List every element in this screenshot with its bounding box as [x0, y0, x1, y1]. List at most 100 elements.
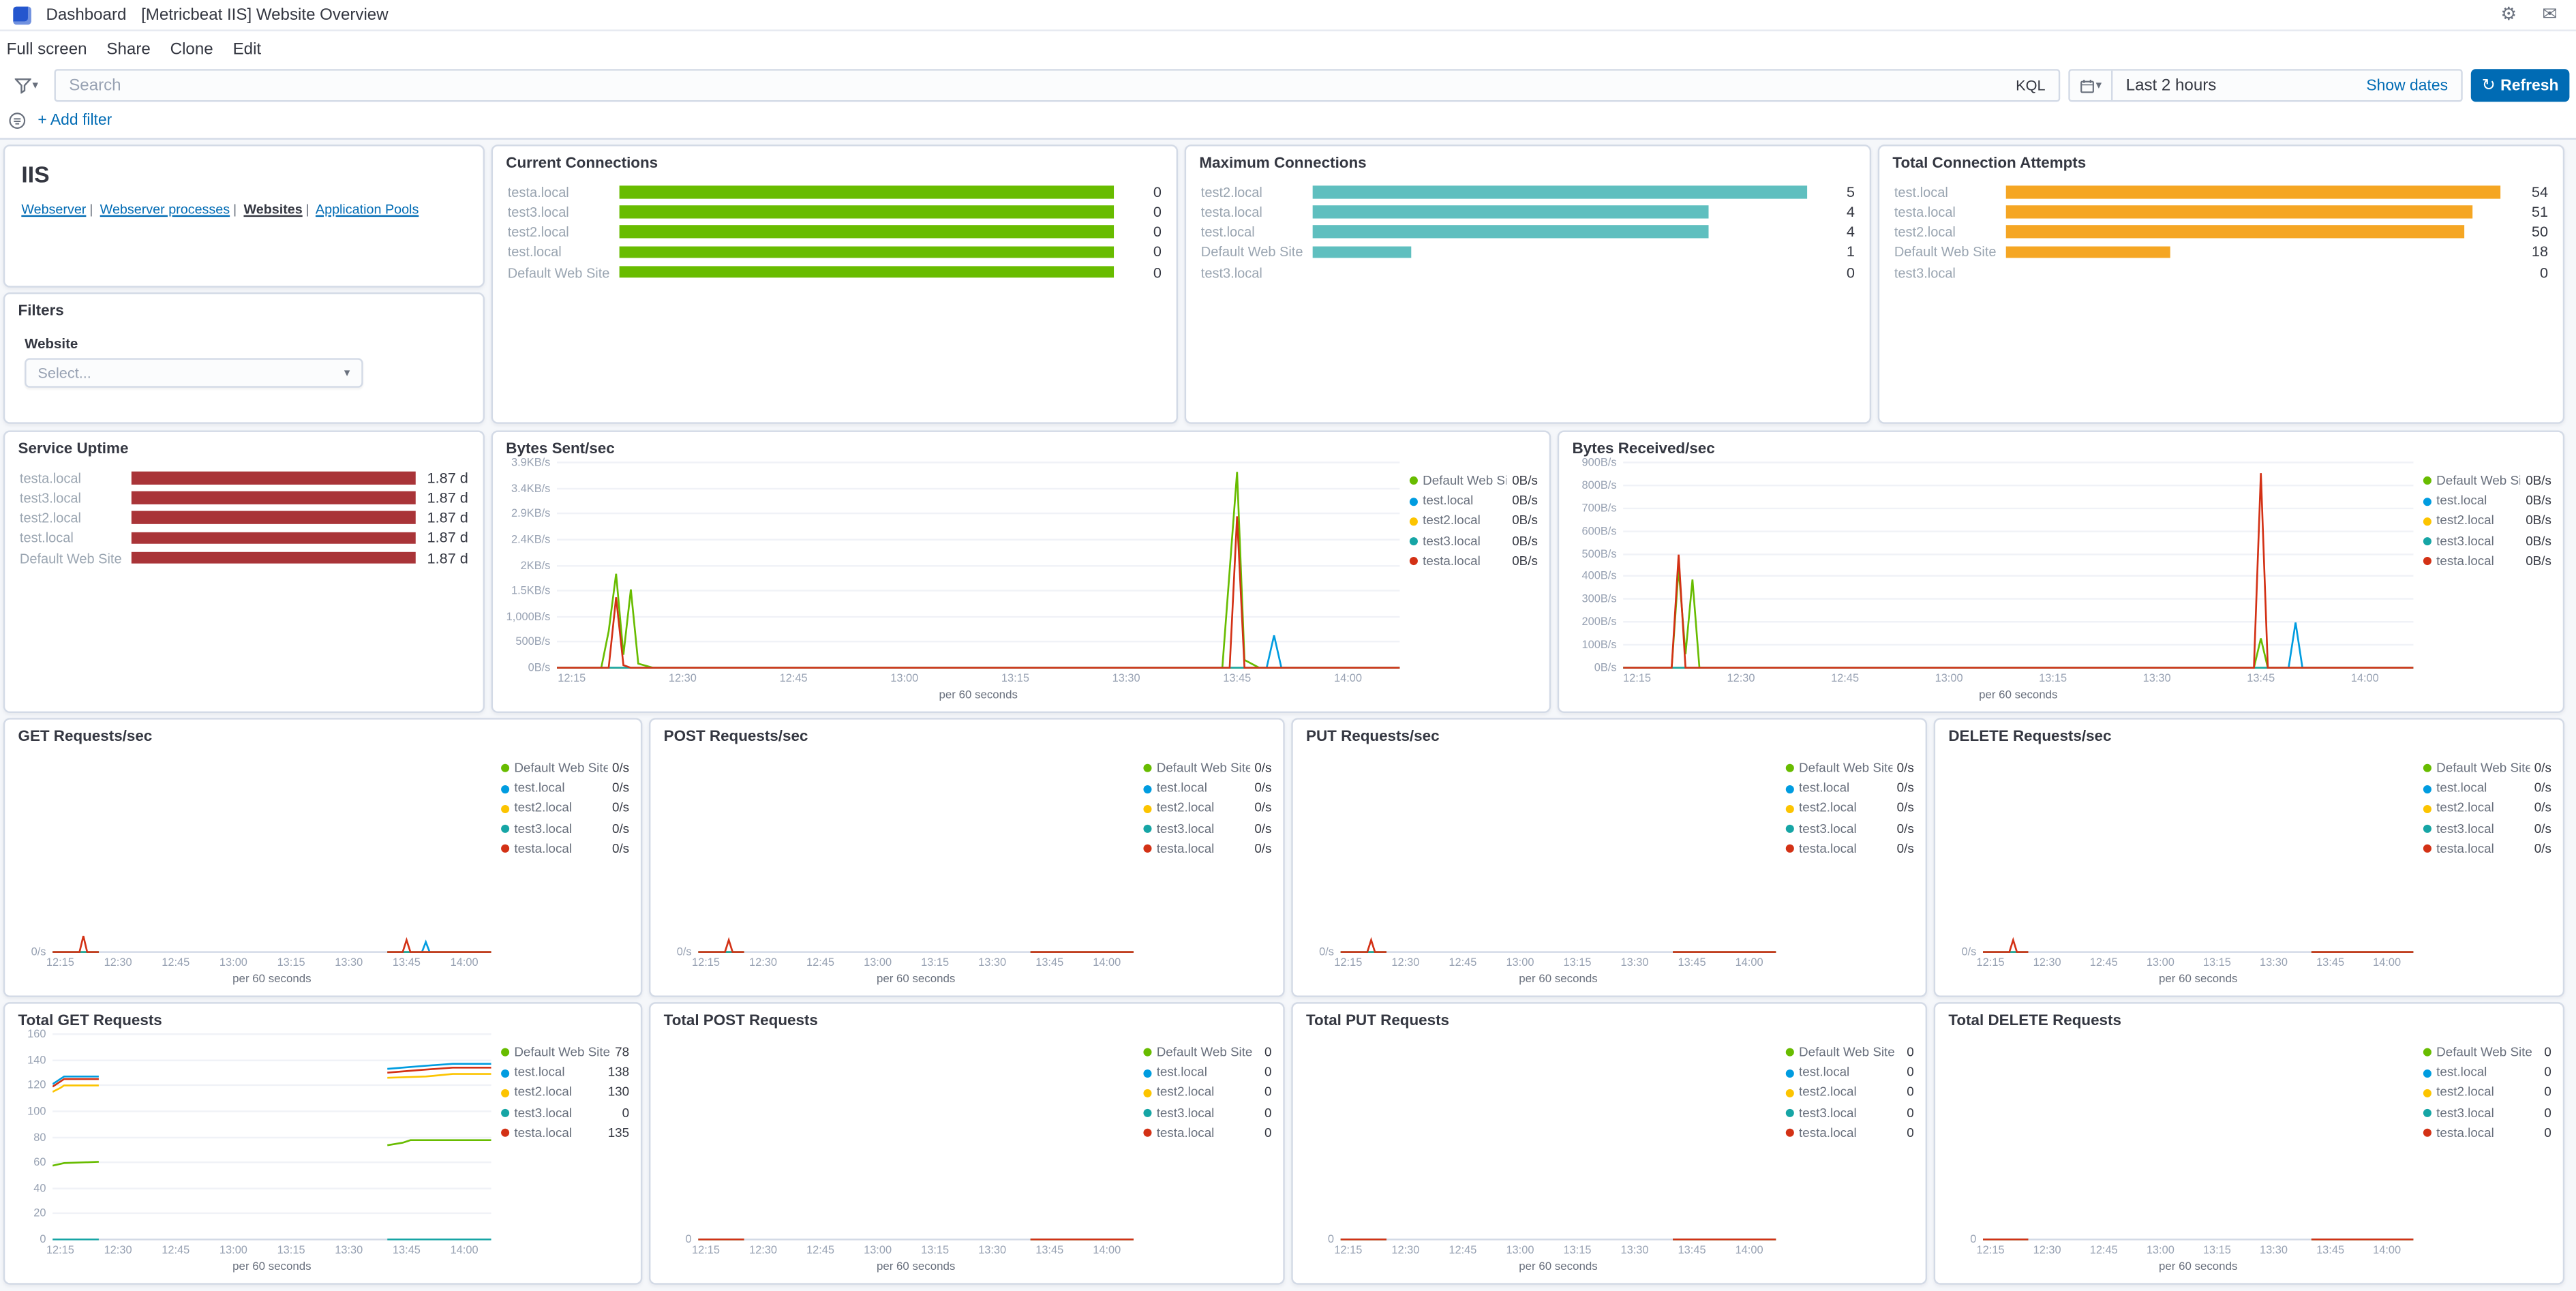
legend-item[interactable]: Default Web Site 0/s: [1143, 762, 1271, 775]
legend-item[interactable]: test3.local 0: [501, 1106, 629, 1119]
legend-item[interactable]: test3.local 0/s: [501, 822, 629, 835]
legend-item[interactable]: test.local 0/s: [1785, 782, 1914, 795]
series-line: [387, 1064, 491, 1069]
series-line: [52, 1076, 99, 1084]
legend-item[interactable]: test2.local 0/s: [2423, 802, 2551, 815]
legend-series-name: testa.local: [1156, 1126, 1215, 1140]
legend-item[interactable]: Default Web Site 0/s: [2423, 762, 2551, 775]
query-language-button[interactable]: KQL: [2016, 77, 2046, 94]
legend-item[interactable]: test2.local 0: [1785, 1086, 1914, 1099]
legend-item[interactable]: test3.local 0: [2423, 1106, 2551, 1119]
legend-item[interactable]: testa.local 0: [1785, 1126, 1914, 1140]
legend-item[interactable]: test3.local 0B/s: [1409, 534, 1538, 548]
link-webserver[interactable]: Webserver: [21, 202, 87, 217]
legend-item[interactable]: test2.local 0/s: [501, 802, 629, 815]
newsfeed-icon[interactable]: ✉: [2536, 0, 2563, 31]
topn-row: test2.local 50: [1894, 224, 2548, 240]
legend-item[interactable]: test2.local 0B/s: [1409, 515, 1538, 528]
legend-item[interactable]: Default Web Site 0/s: [1785, 762, 1914, 775]
legend-item[interactable]: testa.local 0/s: [2423, 842, 2551, 855]
legend-series-value: 0: [2544, 1044, 2551, 1060]
legend-item[interactable]: test2.local 0: [2423, 1086, 2551, 1099]
legend-item[interactable]: Default Web Site 0: [1143, 1046, 1271, 1059]
legend-series-name: test2.local: [2436, 802, 2494, 815]
panel-total-post-requests: Total POST Requests 0 12:15 12:30 12:45 13:0…: [648, 1002, 1285, 1285]
legend-item[interactable]: testa.local 0B/s: [1409, 554, 1538, 568]
link-websites[interactable]: Websites: [243, 202, 303, 217]
legend-item[interactable]: Default Web Site 78: [501, 1046, 629, 1059]
legend-item[interactable]: test3.local 0B/s: [2423, 534, 2551, 548]
legend-item[interactable]: testa.local 0/s: [1785, 842, 1914, 855]
legend-color-dot: [1143, 1089, 1152, 1097]
filter-funnel-icon: [14, 78, 31, 94]
edit-button[interactable]: Edit: [223, 40, 271, 59]
timeseries-chart: 0/s 12:15 12:30 12:45 13:00 13:15 13:30 13:45 14…: [13, 741, 633, 990]
legend-item[interactable]: test3.local 0/s: [1143, 822, 1271, 835]
legend-item[interactable]: test3.local 0: [1785, 1106, 1914, 1119]
legend-item[interactable]: testa.local 0/s: [501, 842, 629, 855]
chevron-down-icon: ▾: [344, 368, 350, 380]
legend-item[interactable]: test.local 0/s: [1143, 782, 1271, 795]
timeseries-chart: 0B/s 500B/s 1,000B/s 1.5KB/s 2KB/s 2.4KB/s 2.9…: [501, 453, 1541, 706]
gridline: [52, 1084, 491, 1087]
share-button[interactable]: Share: [97, 40, 160, 59]
topn-bar-track: [2005, 245, 2500, 258]
y-axis-label: 2KB/s: [520, 560, 551, 572]
legend-item[interactable]: test.local 0B/s: [1409, 494, 1538, 508]
legend-item[interactable]: test.local 138: [501, 1066, 629, 1080]
legend-item[interactable]: testa.local 0: [2423, 1126, 2551, 1140]
time-range-value[interactable]: Last 2 hours: [2125, 76, 2217, 95]
filter-options-icon[interactable]: [8, 111, 27, 130]
add-filter-button[interactable]: + Add filter: [37, 110, 112, 130]
topn-bar: [619, 226, 1115, 239]
refresh-button[interactable]: ↻ Refresh: [2470, 69, 2570, 102]
link-application-pools[interactable]: Application Pools: [315, 202, 419, 217]
legend-item[interactable]: test2.local 0/s: [1143, 802, 1271, 815]
legend-item[interactable]: test.local 0B/s: [2423, 494, 2551, 508]
legend-item[interactable]: test.local 0: [1785, 1066, 1914, 1080]
website-select[interactable]: Select... ▾: [25, 358, 363, 388]
quick-select-button[interactable]: ▾: [2070, 70, 2113, 101]
legend-color-dot: [501, 1089, 510, 1097]
legend-item[interactable]: test.local 0: [1143, 1066, 1271, 1080]
legend: Default Web Site 78 test.local 138 test2.loc…: [491, 1025, 633, 1278]
legend-item[interactable]: test2.local 0B/s: [2423, 515, 2551, 528]
elastic-logo-icon[interactable]: [13, 5, 31, 24]
y-axis-label: 0/s: [676, 947, 692, 959]
x-axis-label: 12:45: [1449, 1245, 1477, 1257]
legend-item[interactable]: test2.local 130: [501, 1086, 629, 1099]
legend-item[interactable]: test2.local 0: [1143, 1086, 1271, 1099]
clone-button[interactable]: Clone: [160, 40, 223, 59]
legend-item[interactable]: test.local 0: [2423, 1066, 2551, 1080]
legend-item[interactable]: test3.local 0: [1143, 1106, 1271, 1119]
legend-item[interactable]: test.local 0/s: [501, 782, 629, 795]
legend-series-name: Default Web Site: [1423, 474, 1508, 488]
legend-item[interactable]: testa.local 0/s: [1143, 842, 1271, 855]
series-lines: [1341, 750, 1776, 952]
link-webserver-processes[interactable]: Webserver processes: [100, 202, 230, 217]
show-dates-button[interactable]: Show dates: [2366, 76, 2449, 95]
topn-bar-track: [2005, 226, 2500, 239]
x-axis-label: 13:45: [2247, 673, 2275, 686]
legend-item[interactable]: test3.local 0/s: [2423, 822, 2551, 835]
legend-item[interactable]: test3.local 0/s: [1785, 822, 1914, 835]
full-screen-button[interactable]: Full screen: [3, 40, 97, 59]
legend-item[interactable]: testa.local 135: [501, 1126, 629, 1140]
topn-row: test.local 4: [1201, 224, 1855, 240]
search-input[interactable]: Search KQL: [54, 69, 2061, 102]
legend-item[interactable]: Default Web Site 0B/s: [2423, 474, 2551, 488]
legend-item[interactable]: test.local 0/s: [2423, 782, 2551, 795]
legend-item[interactable]: testa.local 0: [1143, 1126, 1271, 1140]
legend-item[interactable]: Default Web Site 0: [1785, 1046, 1914, 1059]
legend-item[interactable]: Default Web Site 0B/s: [1409, 474, 1538, 488]
legend-item[interactable]: testa.local 0B/s: [2423, 554, 2551, 568]
settings-icon[interactable]: ⚙: [2496, 0, 2522, 31]
y-axis-label: 0: [685, 1234, 692, 1247]
legend-item[interactable]: Default Web Site 0/s: [501, 762, 629, 775]
breadcrumb[interactable]: Dashboard: [46, 5, 127, 24]
time-range-control[interactable]: Last 2 hours Show dates: [2112, 71, 2461, 100]
legend-item[interactable]: test2.local 0/s: [1785, 802, 1914, 815]
legend-item[interactable]: Default Web Site 0: [2423, 1046, 2551, 1059]
saved-query-menu-button[interactable]: ▾: [7, 69, 46, 102]
legend-color-dot: [1785, 1089, 1794, 1097]
